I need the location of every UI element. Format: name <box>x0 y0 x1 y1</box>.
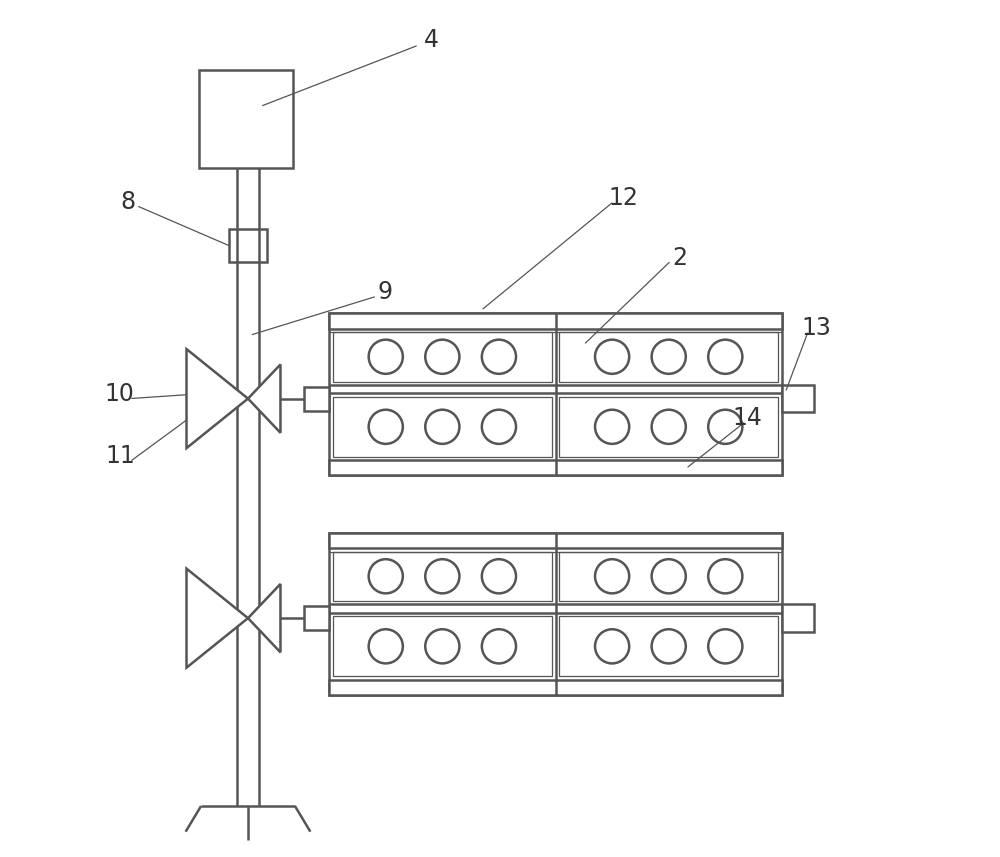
Bar <box>329 313 782 328</box>
Text: 9: 9 <box>377 280 392 304</box>
Bar <box>559 616 778 676</box>
Circle shape <box>708 629 742 663</box>
Circle shape <box>595 410 629 444</box>
Text: 2: 2 <box>672 246 687 270</box>
Bar <box>333 397 552 457</box>
Circle shape <box>369 410 403 444</box>
Circle shape <box>652 560 686 593</box>
Polygon shape <box>187 349 248 448</box>
Circle shape <box>708 339 742 374</box>
Circle shape <box>708 560 742 593</box>
Circle shape <box>708 410 742 444</box>
Bar <box>229 230 267 262</box>
Bar <box>329 533 782 548</box>
Circle shape <box>652 629 686 663</box>
Circle shape <box>369 629 403 663</box>
Text: 10: 10 <box>105 382 135 406</box>
Bar <box>333 552 552 601</box>
Circle shape <box>652 410 686 444</box>
Bar <box>304 606 329 630</box>
Polygon shape <box>248 364 280 433</box>
Bar <box>329 460 782 476</box>
Bar <box>304 387 329 411</box>
Circle shape <box>652 339 686 374</box>
Text: 14: 14 <box>733 406 763 430</box>
Bar <box>333 332 552 381</box>
Circle shape <box>425 410 459 444</box>
Text: 4: 4 <box>424 27 439 51</box>
Bar <box>329 533 782 695</box>
Text: 13: 13 <box>801 315 831 339</box>
Circle shape <box>425 339 459 374</box>
Bar <box>559 332 778 381</box>
Polygon shape <box>187 568 248 668</box>
Circle shape <box>482 629 516 663</box>
Bar <box>559 552 778 601</box>
Bar <box>782 604 814 632</box>
Bar <box>333 616 552 676</box>
Bar <box>329 313 782 476</box>
Circle shape <box>595 629 629 663</box>
Bar <box>199 69 293 168</box>
Circle shape <box>369 560 403 593</box>
Circle shape <box>425 629 459 663</box>
Bar <box>559 397 778 457</box>
Text: 11: 11 <box>105 444 135 468</box>
Bar <box>329 680 782 695</box>
Circle shape <box>482 560 516 593</box>
Bar <box>782 385 814 412</box>
Circle shape <box>425 560 459 593</box>
Circle shape <box>482 410 516 444</box>
Text: 8: 8 <box>121 190 136 214</box>
Circle shape <box>369 339 403 374</box>
Circle shape <box>595 560 629 593</box>
Circle shape <box>595 339 629 374</box>
Polygon shape <box>248 584 280 652</box>
Circle shape <box>482 339 516 374</box>
Text: 12: 12 <box>609 186 639 210</box>
